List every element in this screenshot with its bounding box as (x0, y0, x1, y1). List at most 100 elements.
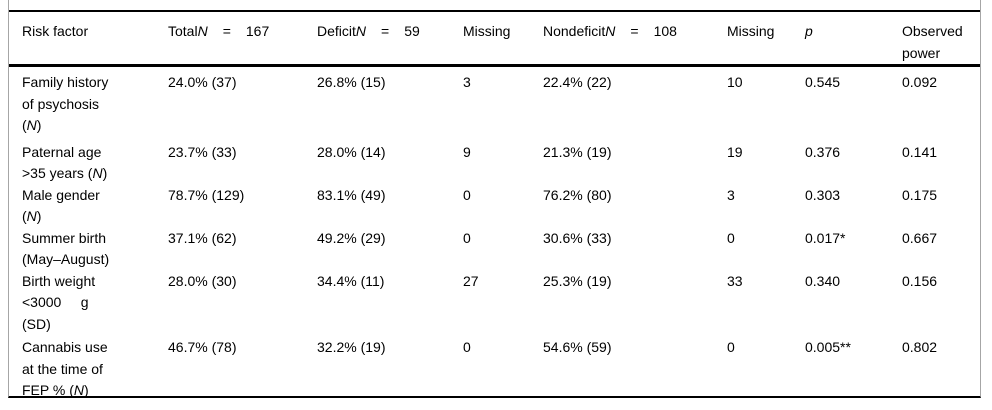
risk-factor-header-label: Risk factor (22, 23, 89, 39)
risk-factor-label: Birth weight <3000 g (SD) (22, 272, 96, 332)
risk-factor-label-n: N (26, 117, 37, 133)
header-row: Risk factor TotalN = 167 DeficitN = 59 Missi… (9, 12, 980, 64)
observed-power-header-label: Observed power (902, 23, 963, 61)
cell-missing-deficit: 9 (463, 143, 471, 160)
cell-missing-nondeficit: 0 (727, 229, 735, 246)
cell-risk-factor: Cannabis use at the time of FEP % (N) (9, 337, 168, 402)
risk-factor-label: Cannabis use at the time of FEP % ( (22, 339, 108, 398)
table-row: Male gender (N) 78.7% (129) 83.1% (49) 0… (9, 185, 980, 228)
header-separator-rule (9, 64, 980, 67)
risk-factor-table-frame: Risk factor TotalN = 167 DeficitN = 59 Missi… (8, 0, 981, 398)
cell-missing-nondeficit: 33 (727, 272, 743, 289)
risk-factor-label-post: ) (84, 382, 89, 398)
cell-total: 37.1% (62) (168, 229, 237, 246)
cell-deficit: 34.4% (11) (317, 272, 385, 289)
risk-factor-label-n: N (92, 165, 103, 181)
col-header-missing-deficit: Missing (463, 12, 543, 64)
cell-p-value: 0.340 (805, 272, 841, 289)
col-header-deficit: DeficitN = 59 (317, 12, 463, 64)
cell-nondeficit: 21.3% (19) (543, 143, 612, 160)
cell-risk-factor: Birth weight <3000 g (SD) (9, 271, 168, 338)
cell-total: 78.7% (129) (168, 186, 245, 203)
cell-nondeficit: 30.6% (33) (543, 229, 612, 246)
cell-nondeficit: 22.4% (22) (543, 74, 612, 90)
cell-observed-power: 0.802 (902, 339, 938, 355)
cell-observed-power: 0.175 (902, 186, 938, 203)
cell-p-value: 0.545 (805, 74, 841, 90)
col-header-missing-nondeficit: Missing (727, 12, 805, 64)
cell-p-value: 0.303 (805, 186, 841, 203)
cell-nondeficit: 54.6% (59) (543, 339, 612, 355)
cell-risk-factor: Family history of psychosis (N) (9, 67, 168, 142)
table-header: Risk factor TotalN = 167 DeficitN = 59 Missi… (9, 12, 980, 64)
cell-deficit: 26.8% (15) (317, 74, 386, 90)
col-header-total: TotalN = 167 (168, 12, 317, 64)
cell-p-value: 0.017* (805, 229, 846, 246)
risk-factor-label: Paternal age >35 years ( (22, 143, 102, 182)
total-count: 167 (245, 23, 270, 39)
deficit-count: 59 (404, 23, 420, 39)
table-row: Family history of psychosis (N) 24.0% (3… (9, 67, 980, 142)
deficit-prefix: Deficit (317, 23, 356, 39)
cell-deficit: 28.0% (14) (317, 143, 386, 160)
risk-factor-label: Summer birth (May–August) (22, 229, 110, 268)
cell-observed-power: 0.667 (902, 229, 938, 246)
cell-nondeficit: 25.3% (19) (543, 272, 612, 289)
table-row: Paternal age >35 years (N) 23.7% (33) 28… (9, 142, 980, 185)
risk-factor-label: Male gender ( (22, 186, 100, 225)
top-spacer (9, 0, 980, 10)
table-row: Summer birth (May–August) 37.1% (62) 49.… (9, 228, 980, 271)
nondeficit-n-italic: N (605, 23, 616, 39)
p-header-label: p (805, 23, 813, 39)
risk-factor-label: Family history of psychosis ( (22, 74, 109, 133)
risk-factor-label-n: N (73, 382, 84, 398)
cell-total: 24.0% (37) (168, 74, 237, 90)
total-equals: = (222, 23, 231, 39)
cell-total: 23.7% (33) (168, 143, 237, 160)
cell-observed-power: 0.092 (902, 74, 938, 90)
col-header-risk-factor: Risk factor (9, 12, 168, 64)
cell-missing-deficit: 27 (463, 272, 479, 289)
cell-total: 28.0% (30) (168, 272, 237, 289)
cell-nondeficit: 76.2% (80) (543, 186, 612, 203)
col-header-observed-power: Observed power (902, 12, 980, 64)
risk-factor-label-n: N (26, 208, 37, 224)
nondeficit-prefix: Nondeficit (543, 23, 606, 39)
risk-factor-label-post: ) (36, 208, 42, 224)
cell-risk-factor: Summer birth (May–August) (9, 228, 168, 271)
cell-missing-deficit: 0 (463, 339, 471, 355)
cell-missing-deficit: 0 (463, 229, 471, 246)
cell-p-value: 0.005** (805, 339, 851, 355)
cell-missing-nondeficit: 3 (727, 186, 735, 203)
cell-deficit: 83.1% (49) (317, 186, 386, 203)
cell-missing-nondeficit: 0 (727, 339, 735, 355)
cell-total: 46.7% (78) (168, 339, 237, 355)
risk-factor-label-post: ) (36, 117, 42, 133)
col-header-nondeficit: NondeficitN = 108 (543, 12, 727, 64)
col-header-p-value: p (805, 12, 902, 64)
nondeficit-count: 108 (653, 23, 677, 39)
cell-observed-power: 0.156 (902, 272, 938, 289)
cell-risk-factor: Paternal age >35 years (N) (9, 142, 168, 185)
cell-risk-factor: Male gender (N) (9, 185, 168, 228)
nondeficit-equals: = (630, 23, 639, 39)
total-prefix: Total (168, 23, 198, 39)
risk-factor-label-post: ) (102, 165, 108, 181)
cell-missing-nondeficit: 19 (727, 143, 743, 160)
missing-nondeficit-header-label: Missing (727, 23, 775, 39)
table-row: Cannabis use at the time of FEP % (N) 46… (9, 337, 980, 402)
cell-deficit: 49.2% (29) (317, 229, 386, 246)
table-top-rule (9, 10, 980, 12)
deficit-n-italic: N (355, 23, 367, 39)
deficit-equals: = (381, 23, 390, 39)
cell-missing-deficit: 0 (463, 186, 471, 203)
cell-missing-deficit: 3 (463, 74, 471, 90)
missing-deficit-header-label: Missing (463, 23, 511, 39)
table-row: Birth weight <3000 g (SD) 28.0% (30) 34.… (9, 271, 980, 338)
cell-deficit: 32.2% (19) (317, 339, 386, 355)
cell-missing-nondeficit: 10 (727, 74, 743, 90)
table-body: Family history of psychosis (N) 24.0% (3… (9, 67, 980, 402)
total-n-italic: N (197, 23, 208, 39)
cell-p-value: 0.376 (805, 143, 841, 160)
